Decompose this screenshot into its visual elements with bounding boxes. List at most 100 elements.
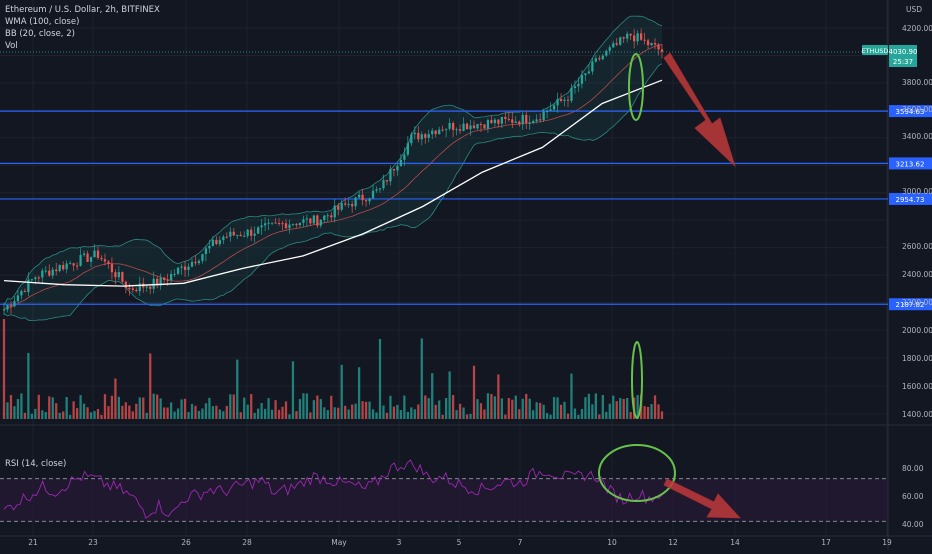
candle xyxy=(107,261,110,265)
candle xyxy=(309,218,312,224)
candle xyxy=(75,265,79,267)
volume-bar xyxy=(410,407,413,419)
candle xyxy=(180,266,183,268)
volume-bar xyxy=(598,414,601,419)
volume-bar xyxy=(462,407,465,419)
candle xyxy=(267,222,270,224)
candle xyxy=(584,73,587,76)
volume-bar xyxy=(521,398,524,419)
price-tick: 2400.00 xyxy=(902,270,932,279)
volume-bar xyxy=(378,339,382,419)
volume-bar xyxy=(657,404,660,419)
volume-bar xyxy=(636,395,639,419)
volume-bar xyxy=(490,394,493,419)
legend-bb[interactable]: BB (20, close, 2) xyxy=(5,29,75,39)
candle xyxy=(563,99,566,101)
volume-bar xyxy=(72,401,75,419)
volume-bar xyxy=(89,412,93,419)
volume-bar xyxy=(58,412,61,419)
volume-bar xyxy=(340,364,343,419)
symbol-badge xyxy=(862,45,888,55)
candle xyxy=(274,222,277,224)
volume-bar xyxy=(169,402,173,419)
candle xyxy=(243,235,246,237)
volume-bar xyxy=(312,400,315,419)
candle xyxy=(612,43,615,48)
volume-bar xyxy=(483,409,486,419)
candle xyxy=(448,123,451,129)
candle xyxy=(518,121,521,125)
volume-bar xyxy=(319,399,322,419)
candle xyxy=(354,197,357,207)
volume-bar xyxy=(222,411,225,419)
volume-bar xyxy=(396,404,399,419)
volume-bar xyxy=(619,397,622,419)
candle xyxy=(476,124,479,129)
price-tick: 3600.00 xyxy=(902,105,932,114)
volume-bar xyxy=(539,402,542,419)
candle xyxy=(225,236,228,238)
volume-bar xyxy=(190,403,194,419)
legend-vol[interactable]: Vol xyxy=(5,41,18,51)
candle xyxy=(580,75,584,84)
volume-bar xyxy=(93,411,96,419)
volume-bar xyxy=(458,403,462,419)
volume-bar xyxy=(208,397,211,419)
candle xyxy=(351,204,354,207)
legend-wma[interactable]: WMA (100, close) xyxy=(5,17,80,27)
volume-bar xyxy=(448,371,451,419)
candle xyxy=(455,129,458,131)
volume-bar xyxy=(180,399,183,419)
candle xyxy=(462,123,465,131)
level-label: 3213.62 xyxy=(896,160,925,168)
volume-bar xyxy=(451,395,455,419)
price-badge xyxy=(889,45,917,67)
volume-bar xyxy=(566,413,570,419)
price-tick: 2600.00 xyxy=(902,242,932,251)
candle xyxy=(270,222,274,224)
candle xyxy=(163,277,166,280)
volume-bar xyxy=(438,400,441,419)
candle xyxy=(316,215,319,226)
volume-bar xyxy=(528,398,531,419)
candle xyxy=(121,272,124,282)
candle xyxy=(201,254,204,261)
volume-bar xyxy=(371,409,375,419)
volume-bar xyxy=(142,397,145,419)
volume-bar xyxy=(48,396,51,419)
candle xyxy=(236,234,239,236)
time-tick: 14 xyxy=(730,538,740,547)
volume-bar xyxy=(514,395,517,419)
candle xyxy=(6,305,9,310)
level-label: 3594.63 xyxy=(896,108,925,116)
candle xyxy=(86,253,89,262)
volume-bar xyxy=(326,410,329,419)
candle xyxy=(34,277,37,280)
time-tick: 5 xyxy=(457,538,462,547)
volume-bar xyxy=(107,406,110,419)
candle xyxy=(100,257,103,260)
legend-rsi[interactable]: RSI (14, close) xyxy=(5,459,67,469)
volume-bar xyxy=(532,410,535,419)
volume-bar xyxy=(420,338,423,419)
time-tick: 26 xyxy=(181,538,191,547)
candle xyxy=(556,99,559,106)
candle xyxy=(629,33,632,36)
volume-bar xyxy=(399,410,403,419)
volume-bar xyxy=(434,404,437,419)
candle xyxy=(152,278,155,289)
volume-bar xyxy=(413,409,416,419)
candle xyxy=(577,83,580,87)
volume-bar xyxy=(472,365,476,419)
candle xyxy=(344,203,347,205)
volume-bar xyxy=(469,413,472,419)
candle xyxy=(413,132,416,135)
candle xyxy=(451,123,455,130)
volume-bar xyxy=(138,397,141,419)
candle xyxy=(288,224,291,229)
volume-bar xyxy=(347,409,350,419)
candle xyxy=(89,257,93,262)
candle xyxy=(183,266,187,270)
